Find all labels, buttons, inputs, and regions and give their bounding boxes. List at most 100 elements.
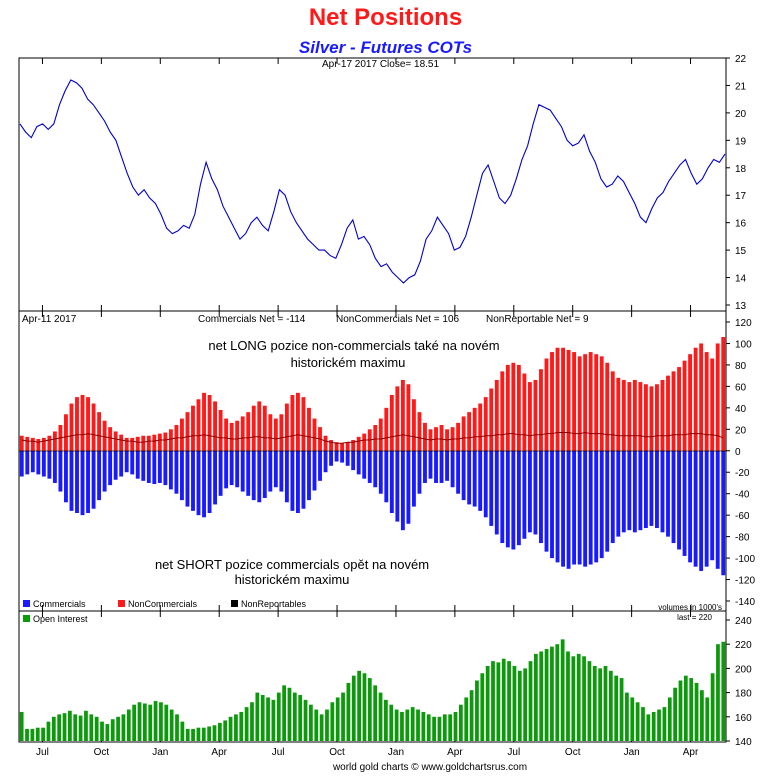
open-interest-bar <box>169 709 174 741</box>
commercials-bar <box>671 450 676 544</box>
noncommercials-bar <box>533 379 538 451</box>
y-tick-label: -140 <box>735 597 755 608</box>
noncommercials-bar <box>52 431 57 451</box>
open-interest-bar <box>485 665 490 741</box>
noncommercials-bar <box>240 416 245 451</box>
open-interest-bar <box>357 670 361 741</box>
open-interest-bar <box>164 704 169 741</box>
commercials-bar <box>30 450 35 473</box>
commercials-bar <box>704 450 709 567</box>
chart-title: Net Positions <box>308 4 463 31</box>
commercials-bar <box>64 450 68 503</box>
noncommercials-bar <box>682 360 687 451</box>
open-interest-bar <box>378 692 383 741</box>
commercials-bar <box>688 450 693 563</box>
net-bars <box>19 337 726 576</box>
noncommercials-bar <box>632 379 637 451</box>
open-interest-bar <box>539 651 544 741</box>
open-interest-bar <box>683 675 688 741</box>
open-interest-bar <box>560 639 565 741</box>
commercials-bar <box>25 450 30 475</box>
open-interest-bar <box>282 685 286 741</box>
open-interest-bar <box>62 713 67 741</box>
volume-units: volumes in 1000's <box>658 603 722 612</box>
commercials-bar <box>456 450 461 494</box>
commercials-bar <box>638 450 643 531</box>
open-interest-bar <box>566 651 570 741</box>
open-interest-bar <box>142 703 147 741</box>
commercials-bar <box>423 450 427 483</box>
open-interest-bar <box>501 658 506 741</box>
noncommercials-bar <box>257 401 262 451</box>
noncommercials-bar <box>323 435 328 451</box>
noncommercials-bar <box>378 418 383 451</box>
price-panel-frame <box>18 57 727 312</box>
noncommercials-bar <box>555 347 560 451</box>
oi-last-value: last = 220 <box>677 613 712 622</box>
commercials-bar <box>445 450 449 481</box>
noncommercials-bar <box>229 422 234 451</box>
price-y-axis: 13 14 15 16 17 18 19 20 21 22 <box>726 54 747 312</box>
commercials-bar <box>218 450 223 496</box>
open-interest-bar <box>426 714 431 741</box>
commercials-bar <box>356 450 361 475</box>
y-tick-label: -80 <box>735 533 750 544</box>
open-interest-bar <box>287 687 292 741</box>
noncommercials-bar <box>494 379 499 451</box>
open-interest-bar <box>185 728 190 741</box>
noncommercials-bar <box>472 407 477 451</box>
commercials-bar <box>666 450 670 537</box>
y-tick-label: 15 <box>735 246 747 257</box>
open-interest-bar <box>212 725 217 741</box>
open-interest-bar <box>325 709 329 741</box>
open-interest-bar <box>459 704 463 741</box>
commercials-bar <box>417 450 422 494</box>
noncommercials-bar <box>224 418 229 451</box>
open-interest-bar <box>700 690 704 741</box>
commercials-bar <box>489 450 494 526</box>
commercials-bar <box>411 450 416 507</box>
open-interest-bar <box>351 675 356 741</box>
open-interest-bar <box>480 673 485 741</box>
commercials-bar <box>428 450 433 479</box>
commercials-bar <box>257 450 262 503</box>
noncommercials-bar <box>290 394 295 451</box>
commercials-bar <box>721 450 726 576</box>
commercials-bar <box>113 450 118 480</box>
noncommercials-bar <box>218 409 223 451</box>
noncommercials-bar <box>213 401 218 451</box>
open-interest-bar <box>491 661 495 741</box>
open-interest-bar <box>512 665 517 741</box>
commercials-bar <box>550 450 554 559</box>
noncommercials-bar <box>715 343 720 451</box>
commercials-bar <box>434 450 438 483</box>
open-interest-bar <box>453 711 458 741</box>
short-annotation-line1: net SHORT pozice commercials opět na nov… <box>155 557 429 572</box>
open-interest-bar <box>244 707 249 741</box>
open-interest-bar <box>630 697 635 741</box>
y-tick-label: 80 <box>735 361 747 372</box>
open-interest-bar <box>341 692 345 741</box>
commercials-bar <box>483 450 488 518</box>
legend-noncommercials-swatch <box>118 600 125 607</box>
open-interest-bar <box>25 728 29 741</box>
commercials-bar <box>296 450 300 514</box>
open-interest-bar <box>523 668 528 741</box>
open-interest-bar <box>662 707 667 741</box>
noncommercials-bar <box>191 405 195 451</box>
open-interest-bar <box>57 714 62 741</box>
commercials-bar <box>102 450 107 492</box>
commercials-bar <box>119 450 124 477</box>
open-interest-bar <box>196 727 201 741</box>
y-tick-label: 14 <box>735 274 747 285</box>
noncommercials-bar <box>384 407 389 451</box>
commercials-bar <box>699 450 704 571</box>
noncommercials-bar <box>699 343 704 451</box>
commercials-bar <box>561 450 565 567</box>
short-annotation-line2: historickém maximu <box>235 572 350 587</box>
noncommercials-bar <box>721 337 726 451</box>
open-interest-bar <box>121 714 126 741</box>
legend-oi-swatch <box>23 615 30 622</box>
y-tick-label: -20 <box>735 468 750 479</box>
